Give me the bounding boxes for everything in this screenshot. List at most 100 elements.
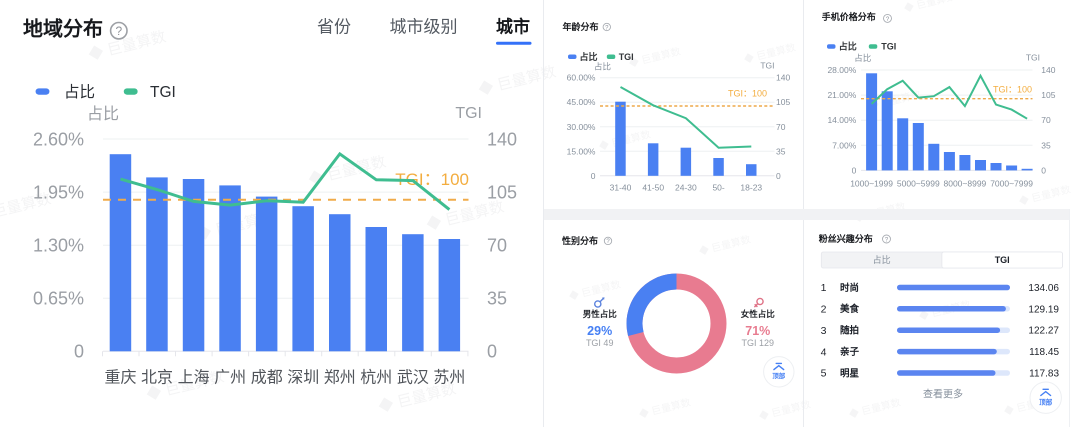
svg-text:14.00%: 14.00%	[827, 115, 856, 125]
svg-text:随拍: 随拍	[840, 325, 859, 337]
svg-text:0: 0	[852, 165, 857, 175]
svg-text:134.06: 134.06	[1028, 283, 1059, 294]
svg-text:3: 3	[821, 325, 827, 337]
svg-text:140: 140	[487, 129, 517, 149]
svg-text:郑州: 郑州	[324, 368, 356, 386]
svg-text:上海: 上海	[178, 368, 210, 386]
svg-text:占比: 占比	[854, 53, 871, 63]
svg-text:129.19: 129.19	[1028, 304, 1059, 315]
svg-text:2: 2	[821, 304, 827, 316]
svg-text:TGI：100: TGI：100	[728, 89, 767, 99]
svg-text:4: 4	[821, 346, 827, 358]
svg-text:70: 70	[776, 122, 786, 132]
svg-text:7000~7999: 7000~7999	[990, 178, 1033, 188]
svg-text:时尚: 时尚	[840, 282, 859, 294]
svg-text:0: 0	[74, 342, 84, 362]
svg-text:105: 105	[1041, 90, 1055, 100]
svg-text:35: 35	[1041, 140, 1051, 150]
svg-text:122.27: 122.27	[1028, 326, 1059, 337]
svg-text:年龄分布: 年龄分布	[563, 21, 599, 32]
svg-text:深圳: 深圳	[287, 368, 319, 386]
svg-text:?: ?	[605, 25, 609, 31]
svg-text:TGI: TGI	[455, 105, 482, 122]
svg-text:TGI: TGI	[150, 84, 176, 101]
svg-text:21.00%: 21.00%	[827, 90, 856, 100]
svg-text:35: 35	[487, 289, 507, 309]
svg-text:TGI 49: TGI 49	[586, 338, 614, 348]
svg-text:118.45: 118.45	[1029, 347, 1059, 358]
svg-text:41-50: 41-50	[642, 183, 664, 193]
svg-text:地域分布: 地域分布	[23, 17, 103, 41]
svg-text:1000~1999: 1000~1999	[850, 178, 893, 188]
svg-text:男性占比: 男性占比	[583, 309, 618, 319]
svg-text:武汉: 武汉	[397, 368, 429, 386]
svg-text:5000~5999: 5000~5999	[897, 178, 940, 188]
svg-text:71%: 71%	[745, 324, 770, 338]
svg-text:0: 0	[591, 171, 596, 181]
svg-text:117.83: 117.83	[1029, 369, 1059, 380]
svg-text:城市: 城市	[496, 17, 530, 37]
svg-text:杭州: 杭州	[360, 368, 392, 386]
svg-text:105: 105	[487, 182, 517, 202]
svg-text:占比: 占比	[580, 51, 598, 62]
svg-text:24-30: 24-30	[675, 183, 697, 193]
svg-text:0: 0	[487, 342, 497, 362]
svg-text:8000~8999: 8000~8999	[944, 178, 987, 188]
svg-text:TGI: TGI	[995, 255, 1010, 265]
svg-text:明星: 明星	[840, 368, 860, 379]
svg-text:140: 140	[776, 73, 790, 83]
svg-text:7.00%: 7.00%	[832, 140, 857, 150]
svg-text:女性占比: 女性占比	[741, 309, 776, 319]
svg-text:15.00%: 15.00%	[567, 146, 596, 156]
svg-text:TGI: TGI	[760, 60, 774, 70]
svg-text:性别分布: 性别分布	[562, 235, 598, 246]
svg-text:占比: 占比	[594, 62, 611, 72]
svg-text:0: 0	[1041, 165, 1046, 175]
svg-text:TGI：100: TGI：100	[993, 85, 1032, 95]
svg-text:?: ?	[886, 17, 890, 23]
svg-text:占比: 占比	[839, 41, 857, 52]
svg-text:广州: 广州	[214, 368, 246, 386]
svg-text:北京: 北京	[141, 368, 173, 386]
svg-text:占比: 占比	[87, 105, 119, 123]
svg-text:?: ?	[606, 239, 610, 245]
svg-text:28.00%: 28.00%	[827, 65, 856, 75]
svg-text:亲子: 亲子	[840, 346, 860, 358]
svg-text:手机价格分布: 手机价格分布	[822, 11, 876, 22]
svg-text:TGI 129: TGI 129	[742, 338, 775, 348]
svg-text:成都: 成都	[251, 368, 283, 386]
svg-text:TGI：100: TGI：100	[395, 170, 469, 189]
svg-text:TGI: TGI	[1026, 53, 1040, 63]
svg-text:70: 70	[1041, 115, 1051, 125]
svg-text:30.00%: 30.00%	[567, 122, 596, 132]
svg-text:TGI: TGI	[619, 52, 634, 62]
svg-text:2.60%: 2.60%	[33, 129, 84, 149]
svg-text:1.95%: 1.95%	[33, 182, 84, 202]
svg-text:105: 105	[776, 97, 790, 107]
svg-text:顶部: 顶部	[772, 371, 785, 380]
svg-text:顶部: 顶部	[1039, 397, 1053, 406]
svg-text:29%: 29%	[587, 324, 612, 338]
svg-text:?: ?	[115, 24, 122, 38]
svg-text:5: 5	[821, 368, 827, 380]
svg-text:45.00%: 45.00%	[567, 97, 596, 107]
svg-text:省份: 省份	[317, 18, 351, 37]
svg-text:TGI: TGI	[881, 42, 896, 52]
svg-text:美食: 美食	[839, 303, 860, 315]
svg-text:35: 35	[776, 146, 786, 156]
svg-text:1.30%: 1.30%	[33, 236, 84, 256]
svg-text:粉丝兴趣分布: 粉丝兴趣分布	[819, 233, 873, 244]
svg-text:占比: 占比	[873, 254, 891, 265]
svg-text:占比: 占比	[64, 83, 95, 101]
svg-text:50-: 50-	[712, 183, 724, 193]
svg-text:苏州: 苏州	[433, 368, 465, 386]
svg-text:60.00%: 60.00%	[567, 73, 596, 83]
svg-text:查看更多: 查看更多	[923, 388, 963, 401]
svg-text:?: ?	[885, 238, 889, 244]
svg-text:城市级别: 城市级别	[390, 18, 458, 37]
svg-text:70: 70	[487, 236, 507, 256]
svg-text:18-23: 18-23	[740, 183, 762, 193]
svg-text:140: 140	[1041, 65, 1055, 75]
svg-text:0.65%: 0.65%	[33, 289, 84, 309]
svg-text:1: 1	[821, 282, 827, 294]
